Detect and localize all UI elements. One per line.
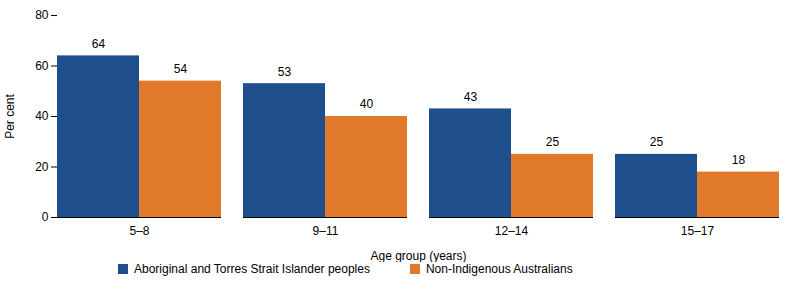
- svg-text:15–17: 15–17: [681, 224, 715, 238]
- html-text:Non-Indigenous Australians: Non-Indigenous Australians: [425, 262, 573, 276]
- svg-text:25: 25: [650, 135, 664, 149]
- svg-text:40: 40: [35, 109, 49, 123]
- svg-text:0: 0: [42, 210, 49, 224]
- svg-text:80: 80: [35, 8, 49, 22]
- svg-text:9–11: 9–11: [313, 224, 339, 238]
- html-text:Aboriginal and Torres Strait I: Aboriginal and Torres Strait Islander pe…: [134, 262, 370, 276]
- svg-text:18: 18: [732, 153, 746, 167]
- svg-text:25: 25: [546, 135, 560, 149]
- svg-text:20: 20: [35, 160, 49, 174]
- svg-text:43: 43: [464, 90, 478, 104]
- svg-text:Age group (years): Age group (years): [370, 249, 466, 263]
- svg-text:Per cent: Per cent: [3, 93, 17, 138]
- svg-text:12–14: 12–14: [495, 224, 529, 238]
- svg-text:40: 40: [360, 97, 374, 111]
- svg-text:5–8: 5–8: [129, 224, 149, 238]
- svg-text:64: 64: [92, 37, 106, 51]
- svg-text:53: 53: [278, 65, 292, 79]
- svg-text:54: 54: [174, 62, 188, 76]
- svg-text:60: 60: [35, 59, 49, 73]
